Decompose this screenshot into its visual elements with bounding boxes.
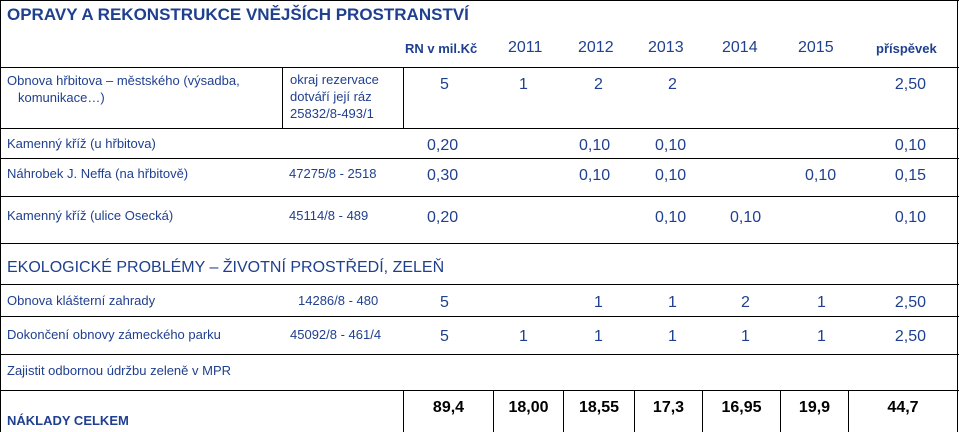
item-name: Obnova klášterní zahrady [7, 293, 156, 308]
section-title: OPRAVY A REKONSTRUKCE VNĚJŠÍCH PROSTRANS… [7, 5, 469, 24]
rule [0, 284, 959, 285]
value-2014: 2 [668, 76, 677, 93]
rule [0, 243, 959, 244]
contribution-header: příspěvek [876, 41, 937, 56]
border-top [0, 0, 959, 1]
section-title: EKOLOGICKÉ PROBLÉMY – ŽIVOTNÍ PROSTŘEDÍ,… [7, 259, 445, 276]
value-2015: 1 [817, 294, 826, 311]
year-header: 2012 [578, 39, 614, 56]
total-2012: 18,55 [578, 399, 620, 416]
rule [403, 390, 404, 432]
value-2012: 0,10 [579, 137, 611, 154]
rule [634, 390, 635, 432]
value-2015: 0,10 [805, 167, 837, 184]
value-2012: 1 [519, 76, 528, 93]
year-header: 2013 [648, 39, 684, 56]
value-2014: 1 [741, 328, 750, 345]
rule [780, 390, 781, 432]
total-2013: 17,3 [652, 399, 685, 416]
value-2013: 0,10 [655, 209, 687, 226]
value-2014: 2 [741, 294, 750, 311]
value-2014: 0,10 [730, 209, 762, 226]
value-2012: 1 [594, 328, 603, 345]
value-2012: 1 [594, 294, 603, 311]
unit-header: RN v mil.Kč [405, 41, 478, 56]
item-ref: 47275/8 - 2518 [289, 166, 377, 181]
rule [0, 128, 959, 129]
item-ref: 14286/8 - 480 [298, 293, 379, 308]
value-contribution: 0,10 [894, 209, 926, 226]
value-2011: 5 [440, 76, 449, 93]
value-rn: 0,20 [427, 137, 459, 154]
totals-label: NÁKLADY CELKEM [7, 413, 129, 428]
item-name: Kamenný kříž (ulice Osecká) [7, 208, 174, 223]
item-name: Kamenný kříž (u hřbitova) [7, 136, 156, 151]
item-name: Zajistit odbornou údržbu zeleně v MPR [7, 363, 232, 378]
value-contribution: 0,15 [894, 167, 926, 184]
value-rn: 0,30 [427, 167, 459, 184]
rule [0, 354, 959, 355]
value-contribution: 2,50 [894, 328, 926, 345]
total-rn: 89,4 [432, 399, 465, 416]
item-ref: dotváří její ráz [290, 89, 372, 104]
rule [563, 390, 564, 432]
value-2013: 2 [594, 76, 603, 93]
rule [0, 158, 959, 159]
value-2012: 0,10 [579, 167, 611, 184]
value-contribution: 2,50 [894, 294, 926, 311]
rule [702, 390, 703, 432]
value-contribution: 2,50 [894, 76, 926, 93]
rule [848, 390, 849, 432]
value-contribution: 0,10 [894, 137, 926, 154]
item-name: Dokončení obnovy zámeckého parku [7, 327, 221, 342]
year-header: 2015 [798, 39, 834, 56]
rule [493, 390, 494, 432]
value-2013: 1 [668, 328, 677, 345]
year-header: 2014 [722, 39, 758, 56]
item-ref: 45092/8 - 461/4 [290, 327, 382, 342]
item-ref: 25832/8-493/1 [290, 106, 374, 121]
item-name: Obnova hřbitova – městského (výsadba, [7, 73, 240, 88]
value-2011: 1 [519, 328, 528, 345]
item-name: komunikace…) [18, 90, 105, 105]
total-2011: 18,00 [508, 399, 549, 416]
value-rn: 5 [440, 328, 449, 345]
item-ref: 45114/8 - 489 [289, 208, 369, 223]
value-2013: 0,10 [655, 167, 687, 184]
rule [0, 390, 959, 391]
rule [403, 67, 404, 128]
value-2013: 0,10 [655, 137, 687, 154]
rule [0, 316, 959, 317]
value-rn: 5 [440, 294, 449, 311]
total-2015: 19,9 [798, 399, 831, 416]
total-2014: 16,95 [721, 399, 762, 416]
rule [0, 67, 959, 68]
item-name: Náhrobek J. Neffa (na hřbitově) [7, 166, 189, 181]
value-2015: 1 [817, 328, 826, 345]
border-right [957, 0, 958, 432]
total-contribution: 44,7 [887, 399, 919, 416]
value-rn: 0,20 [427, 209, 459, 226]
border-left [0, 0, 1, 432]
value-2013: 1 [668, 294, 677, 311]
item-ref: okraj rezervace [290, 72, 379, 87]
year-header: 2011 [508, 39, 543, 56]
rule [0, 196, 959, 197]
rule [282, 67, 283, 128]
